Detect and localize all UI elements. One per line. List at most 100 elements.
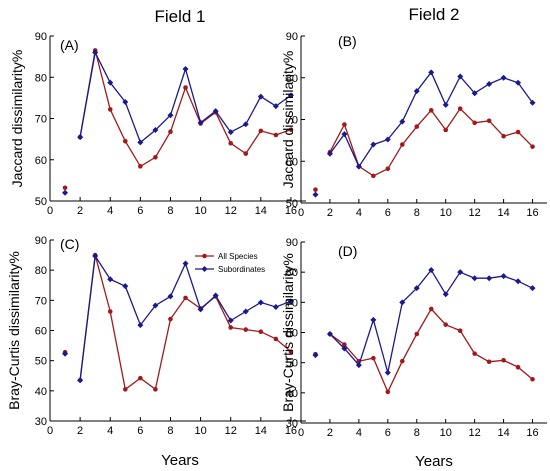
x-tick-label: 14	[497, 207, 509, 219]
x-tick-label: 10	[194, 425, 206, 437]
y-tick-label: 40	[35, 386, 47, 398]
y-tick-label: 60	[286, 328, 298, 340]
data-point	[341, 131, 348, 138]
legend: All Species Subordinates	[195, 252, 265, 274]
data-point	[273, 132, 279, 138]
y-tick-label: 30	[286, 418, 298, 430]
data-point	[413, 88, 420, 95]
data-point	[242, 308, 249, 315]
data-point	[257, 93, 264, 100]
data-point	[183, 85, 188, 90]
y-tick-label: 70	[35, 295, 47, 307]
data-point	[413, 285, 420, 292]
x-tick-label: 16	[526, 427, 538, 439]
data-point	[257, 299, 264, 306]
data-point	[228, 325, 234, 330]
data-point	[122, 283, 129, 290]
panel-c: 30 40 50 60 70 80 90 0 2 4 6 8 10 12 14 16 Bray-Curtis d…	[6, 235, 306, 437]
series-line	[329, 307, 533, 394]
data-point	[428, 267, 435, 274]
data-point	[342, 342, 347, 347]
x-tick-label: 12	[225, 205, 237, 217]
data-point	[486, 359, 492, 365]
data-point	[312, 191, 319, 198]
data-point	[167, 112, 174, 119]
data-point	[138, 164, 143, 169]
data-point	[399, 118, 406, 125]
y-tick-label: 90	[286, 237, 298, 249]
x-tick-label: 16	[285, 425, 297, 437]
y-axis-label: Bray-Curtis dissimilarity%	[6, 251, 22, 410]
data-point	[486, 118, 492, 124]
data-point	[272, 303, 279, 310]
x-tick-label: 2	[77, 425, 83, 437]
data-point	[287, 92, 294, 99]
data-point	[501, 357, 506, 363]
x-tick-label: 10	[440, 207, 452, 219]
y-tick-label: 50	[286, 358, 298, 370]
y-tick-label: 80	[286, 73, 298, 85]
data-point	[228, 140, 234, 146]
y-axis-label: Jaccard dissimilarity%	[9, 50, 25, 188]
panel-label: (C)	[60, 236, 79, 252]
data-point	[414, 124, 420, 129]
data-point	[442, 291, 449, 298]
data-point	[371, 355, 376, 361]
data-point	[515, 79, 522, 86]
data-point	[183, 295, 188, 301]
legend-swatch-marker	[202, 253, 207, 259]
y-tick-label: 50	[286, 198, 298, 210]
x-tick-label: 0	[47, 425, 53, 437]
y-tick-label: 90	[35, 31, 47, 43]
data-point	[182, 260, 189, 267]
data-point	[385, 389, 391, 395]
x-tick-label: 2	[327, 427, 333, 439]
data-point	[457, 328, 463, 333]
x-tick-label: 8	[167, 205, 173, 217]
data-point	[197, 119, 204, 126]
field-2-title: Field 2	[408, 5, 459, 24]
x-tick-label: 6	[137, 205, 143, 217]
data-point	[137, 139, 144, 146]
y-tick-label: 50	[35, 196, 47, 208]
data-point	[529, 99, 536, 106]
x-tick-label: 0	[298, 207, 304, 219]
x-tick-label: 12	[225, 425, 237, 437]
data-point	[370, 316, 377, 323]
x-tick-label: 8	[167, 425, 173, 437]
data-point	[341, 345, 348, 352]
legend-label: Subordinates	[218, 265, 265, 274]
data-point	[500, 74, 507, 81]
data-point	[342, 122, 347, 127]
data-point	[355, 362, 362, 369]
data-point	[457, 269, 464, 276]
x-tick-label: 6	[385, 427, 391, 439]
data-point	[62, 350, 69, 357]
data-point	[529, 285, 536, 292]
data-point	[500, 273, 507, 280]
data-point	[288, 349, 294, 354]
panel-a: 50 60 70 80 90 0 2 4 6 8 10 12 14 16 Jaccard dissimila…	[9, 31, 306, 217]
data-point	[384, 369, 391, 376]
y-tick-label: 90	[286, 31, 298, 43]
panel-b: 50 60 70 80 90 0 2 4 6 8 10 12 14 16 Jaccard dissimila…	[280, 31, 547, 219]
data-point	[92, 49, 99, 56]
data-point	[399, 358, 405, 364]
series-line	[79, 254, 292, 391]
data-point	[399, 299, 406, 306]
x-tick-label: 6	[137, 425, 143, 437]
data-point	[385, 166, 391, 172]
data-point	[272, 103, 279, 110]
x-tick-label: 0	[298, 427, 304, 439]
data-point	[515, 364, 521, 370]
y-tick-label: 80	[35, 72, 47, 84]
data-point	[326, 331, 333, 338]
y-axis-label: Bray-Curtis dissimilarity%	[280, 253, 296, 412]
panel-label: (D)	[338, 243, 357, 259]
data-point	[471, 90, 478, 97]
data-point	[153, 154, 158, 160]
data-point	[122, 387, 128, 392]
y-tick-label: 90	[35, 235, 47, 247]
data-point	[62, 185, 68, 191]
